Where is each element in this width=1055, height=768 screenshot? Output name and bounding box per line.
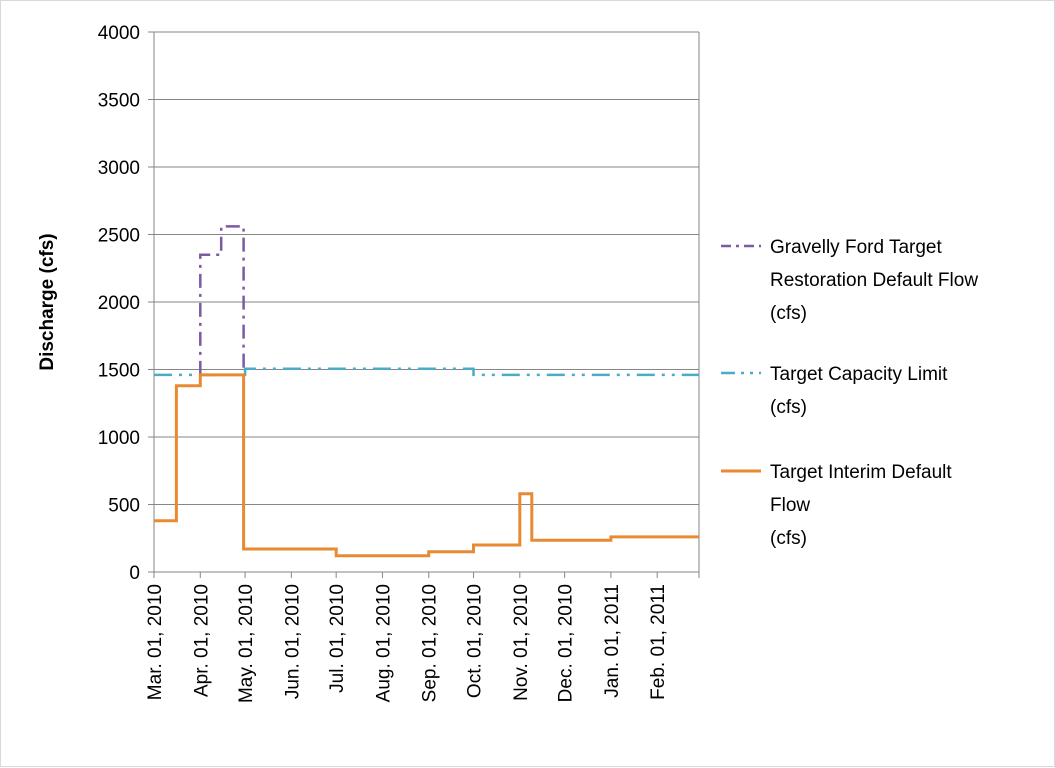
series-layer — [154, 225, 699, 558]
y-tick-label: 3500 — [98, 91, 140, 112]
y-tick-label: 500 — [108, 496, 140, 517]
y-tick-label: 2000 — [98, 293, 140, 314]
legend-label: Flow — [770, 495, 810, 516]
x-tick-label: May. 01, 2010 — [236, 584, 257, 703]
x-tick-label: Dec. 01, 2010 — [556, 584, 577, 702]
x-tick-label: Sep. 01, 2010 — [420, 584, 441, 702]
series-line — [199, 225, 245, 375]
x-tick-label: Aug. 01, 2010 — [373, 584, 394, 702]
x-tick-label: Jun. 01, 2010 — [282, 584, 303, 699]
x-ticks: Mar. 01, 2010 Apr. 01, 2010 May. 01, 2010 J… — [145, 572, 700, 703]
legend-label: Gravelly Ford Target — [770, 237, 942, 258]
series-line — [154, 373, 699, 558]
legend-label: (cfs) — [770, 303, 807, 324]
x-tick-label: Jan. 01, 2011 — [602, 584, 623, 698]
x-tick-label: Jul. 01, 2010 — [327, 584, 348, 693]
x-tick-label: Mar. 01, 2010 — [145, 584, 166, 700]
y-axis-title: Discharge (cfs) — [37, 233, 58, 370]
x-tick-label: Apr. 01, 2010 — [191, 584, 212, 697]
legend-label: Target Interim Default — [770, 462, 952, 483]
y-tick-label: 1000 — [98, 428, 140, 449]
legend-label: Target Capacity Limit — [770, 364, 948, 385]
y-ticks: 0 500 1000 1500 2000 2500 3000 3500 4000 — [98, 23, 154, 584]
y-tick-label: 4000 — [98, 23, 140, 44]
y-tick-label: 0 — [129, 563, 140, 584]
legend-label: Restoration Default Flow — [770, 270, 978, 291]
y-tick-label: 1500 — [98, 361, 140, 382]
y-tick-label: 2500 — [98, 226, 140, 247]
legend-label: (cfs) — [770, 528, 807, 549]
x-tick-label: Nov. 01, 2010 — [511, 584, 532, 701]
y-tick-label: 3000 — [98, 158, 140, 179]
legend-label: (cfs) — [770, 397, 807, 418]
x-tick-label: Feb. 01, 2011 — [648, 584, 669, 700]
x-tick-label: Oct. 01, 2010 — [465, 584, 486, 698]
legend: Gravelly Ford Target Restoration Default … — [721, 237, 978, 549]
